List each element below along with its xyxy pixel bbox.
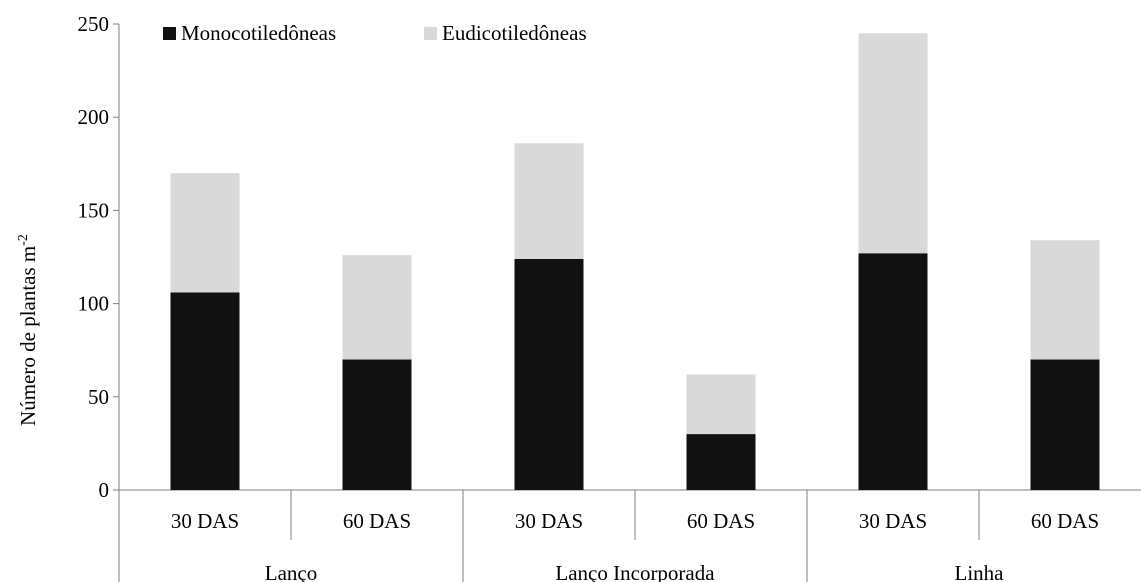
group-label: Lanço Incorporada: [555, 561, 715, 582]
bars: [170, 33, 1100, 490]
y-tick-label: 200: [78, 105, 110, 129]
category-label: 30 DAS: [859, 509, 927, 533]
legend-label: Monocotiledôneas: [181, 21, 336, 45]
y-tick-label: 100: [78, 292, 110, 316]
y-tick-label: 250: [78, 12, 110, 36]
legend-swatch: [424, 27, 437, 40]
bar-segment-eudicotiledoneas: [342, 255, 412, 360]
y-tick-label: 50: [88, 385, 109, 409]
category-label: 60 DAS: [343, 509, 411, 533]
bar-segment-eudicotiledoneas: [686, 374, 756, 435]
group-label: Lanço: [265, 561, 317, 582]
bar-segment-monocotiledoneas: [342, 359, 412, 490]
bar-segment-eudicotiledoneas: [170, 173, 240, 293]
bar-segment-eudicotiledoneas: [858, 33, 928, 254]
bar-segment-monocotiledoneas: [858, 253, 928, 490]
bar-segment-eudicotiledoneas: [514, 143, 584, 259]
legend-swatch: [163, 27, 176, 40]
y-axis: 0 50 100 150 200 250: [78, 12, 120, 502]
category-label: 60 DAS: [687, 509, 755, 533]
y-axis-label: Número de plantas m-2: [16, 234, 40, 426]
bar-segment-monocotiledoneas: [1030, 359, 1100, 490]
group-label: Linha: [955, 561, 1005, 582]
y-axis-label-main: Número de plantas m: [16, 246, 40, 426]
category-label: 30 DAS: [171, 509, 239, 533]
category-label: 60 DAS: [1031, 509, 1099, 533]
legend-label: Eudicotiledôneas: [442, 21, 587, 45]
x-axis: 30 DAS 60 DAS 30 DAS 60 DAS 30 DAS 60 DAS Lanç…: [118, 489, 1141, 582]
bar-segment-monocotiledoneas: [170, 292, 240, 490]
legend: Monocotiledôneas Eudicotiledôneas: [163, 21, 587, 45]
y-tick-label: 150: [78, 198, 110, 222]
category-label: 30 DAS: [515, 509, 583, 533]
bar-segment-monocotiledoneas: [686, 434, 756, 490]
y-axis-label-superscript: -2: [16, 234, 31, 246]
bar-segment-monocotiledoneas: [514, 258, 584, 490]
bar-segment-eudicotiledoneas: [1030, 240, 1100, 360]
y-tick-label: 0: [99, 478, 110, 502]
